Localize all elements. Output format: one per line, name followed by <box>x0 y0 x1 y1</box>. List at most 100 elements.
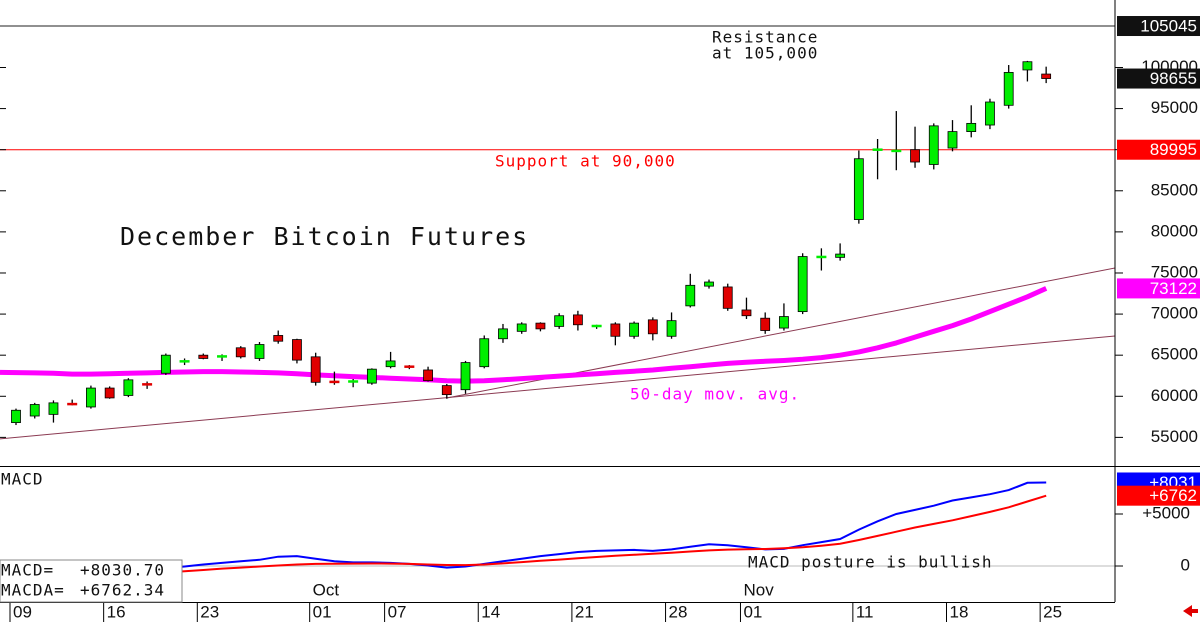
macd-title: MACD <box>1 470 44 489</box>
x-tick-label: 25 <box>1043 602 1062 621</box>
candle-body <box>86 387 96 408</box>
x-tick-label: 01 <box>743 602 762 621</box>
candle-body <box>629 322 639 337</box>
ma-label: 50-day mov. avg. <box>630 385 800 404</box>
value-marker <box>1117 68 1200 89</box>
candle-body <box>853 158 864 220</box>
macd-annotation: MACD posture is bullish <box>748 553 993 572</box>
y-tick-label: 60000 <box>1151 386 1198 405</box>
readout-label: MACD= <box>1 561 54 580</box>
candle-body <box>366 368 377 384</box>
y-tick-label: 55000 <box>1151 427 1198 446</box>
candle-body <box>479 338 490 368</box>
readout-value: +8030.70 <box>80 561 165 580</box>
candle-body <box>1041 73 1052 79</box>
candle-body <box>273 335 284 342</box>
candle-body <box>441 385 452 396</box>
candle-body <box>910 149 920 163</box>
candle-body <box>966 122 977 133</box>
candle-body <box>666 320 677 337</box>
candle-body <box>498 328 508 340</box>
readout-box <box>0 559 183 603</box>
x-tick-label: 01 <box>313 602 332 621</box>
value-marker-label: 73122 <box>1150 279 1197 298</box>
candle-body <box>647 319 658 335</box>
month-label: Oct <box>313 580 340 599</box>
value-marker <box>1117 139 1200 160</box>
candle-body <box>610 323 621 337</box>
candle-body <box>947 131 958 149</box>
x-tick-label: 11 <box>856 602 874 621</box>
candle-body <box>928 125 939 165</box>
month-label: Nov <box>743 580 774 599</box>
candle-body <box>160 354 171 374</box>
candle-body <box>254 344 265 359</box>
value-marker-label: 98655 <box>1150 69 1197 88</box>
candle-body <box>573 314 583 326</box>
candle-body <box>704 281 714 287</box>
moving-average <box>0 286 1048 384</box>
x-tick-label: 07 <box>388 602 407 621</box>
x-tick-label: 09 <box>13 602 32 621</box>
candle-body <box>554 315 565 327</box>
value-marker <box>1117 485 1200 506</box>
candle-body <box>11 409 21 423</box>
value-marker <box>1117 278 1200 299</box>
support-label: Support at 90,000 <box>495 152 676 171</box>
candle-body <box>535 322 546 330</box>
y-tick-label: 85000 <box>1151 180 1198 199</box>
value-marker-label: 89995 <box>1150 140 1197 159</box>
candle-body <box>1003 72 1014 106</box>
y-tick-label: 70000 <box>1151 304 1198 323</box>
y-tick-label: 65000 <box>1151 345 1198 364</box>
candle-body <box>235 347 246 358</box>
macd-line <box>15 494 1047 585</box>
x-tick-label: 23 <box>200 602 219 621</box>
candle-body <box>385 360 396 368</box>
candle-body <box>835 253 846 258</box>
scroll-arrow[interactable] <box>1183 605 1198 617</box>
candle-body <box>760 317 771 331</box>
candle-body <box>722 286 733 309</box>
candle-body <box>29 404 40 417</box>
candle-body <box>985 101 995 126</box>
y-tick-label: 80000 <box>1151 221 1198 240</box>
candle-body <box>685 284 696 307</box>
y-tick-label: +5000 <box>1142 503 1190 522</box>
y-tick-label: 95000 <box>1151 98 1198 117</box>
chart-title: December Bitcoin Futures <box>120 222 529 251</box>
x-tick-label: 18 <box>950 602 969 621</box>
value-marker-label: 105045 <box>1140 17 1197 36</box>
trendline <box>0 335 1115 440</box>
resistance-label: Resistance <box>712 28 818 47</box>
x-tick-label: 14 <box>481 602 500 621</box>
candle-body <box>460 362 471 391</box>
x-tick-label: 16 <box>107 602 126 621</box>
candle-body <box>198 354 209 359</box>
value-marker <box>1117 16 1200 37</box>
candle-body <box>310 356 321 383</box>
y-tick-label: 75000 <box>1151 262 1198 281</box>
candle-body <box>516 323 527 332</box>
candle-body <box>123 379 134 396</box>
readout-value: +6762.34 <box>80 581 165 600</box>
macd-pane <box>0 481 1115 585</box>
resistance-label: at 105,000 <box>712 44 818 63</box>
value-marker-label: +6762 <box>1149 486 1197 505</box>
candle-body <box>779 316 789 329</box>
x-tick-label: 28 <box>669 602 688 621</box>
candle-body <box>292 339 302 361</box>
candle-body <box>741 309 752 317</box>
candle-body <box>104 387 115 399</box>
readout-label: MACDA= <box>1 581 65 600</box>
candle-body <box>48 402 59 415</box>
x-tick-label: 21 <box>575 602 594 621</box>
candle-body <box>1022 61 1033 71</box>
macd-line <box>15 481 1047 582</box>
price-pane <box>0 25 1115 440</box>
candle-body <box>423 369 433 382</box>
y-tick-label: 0 <box>1181 555 1190 574</box>
